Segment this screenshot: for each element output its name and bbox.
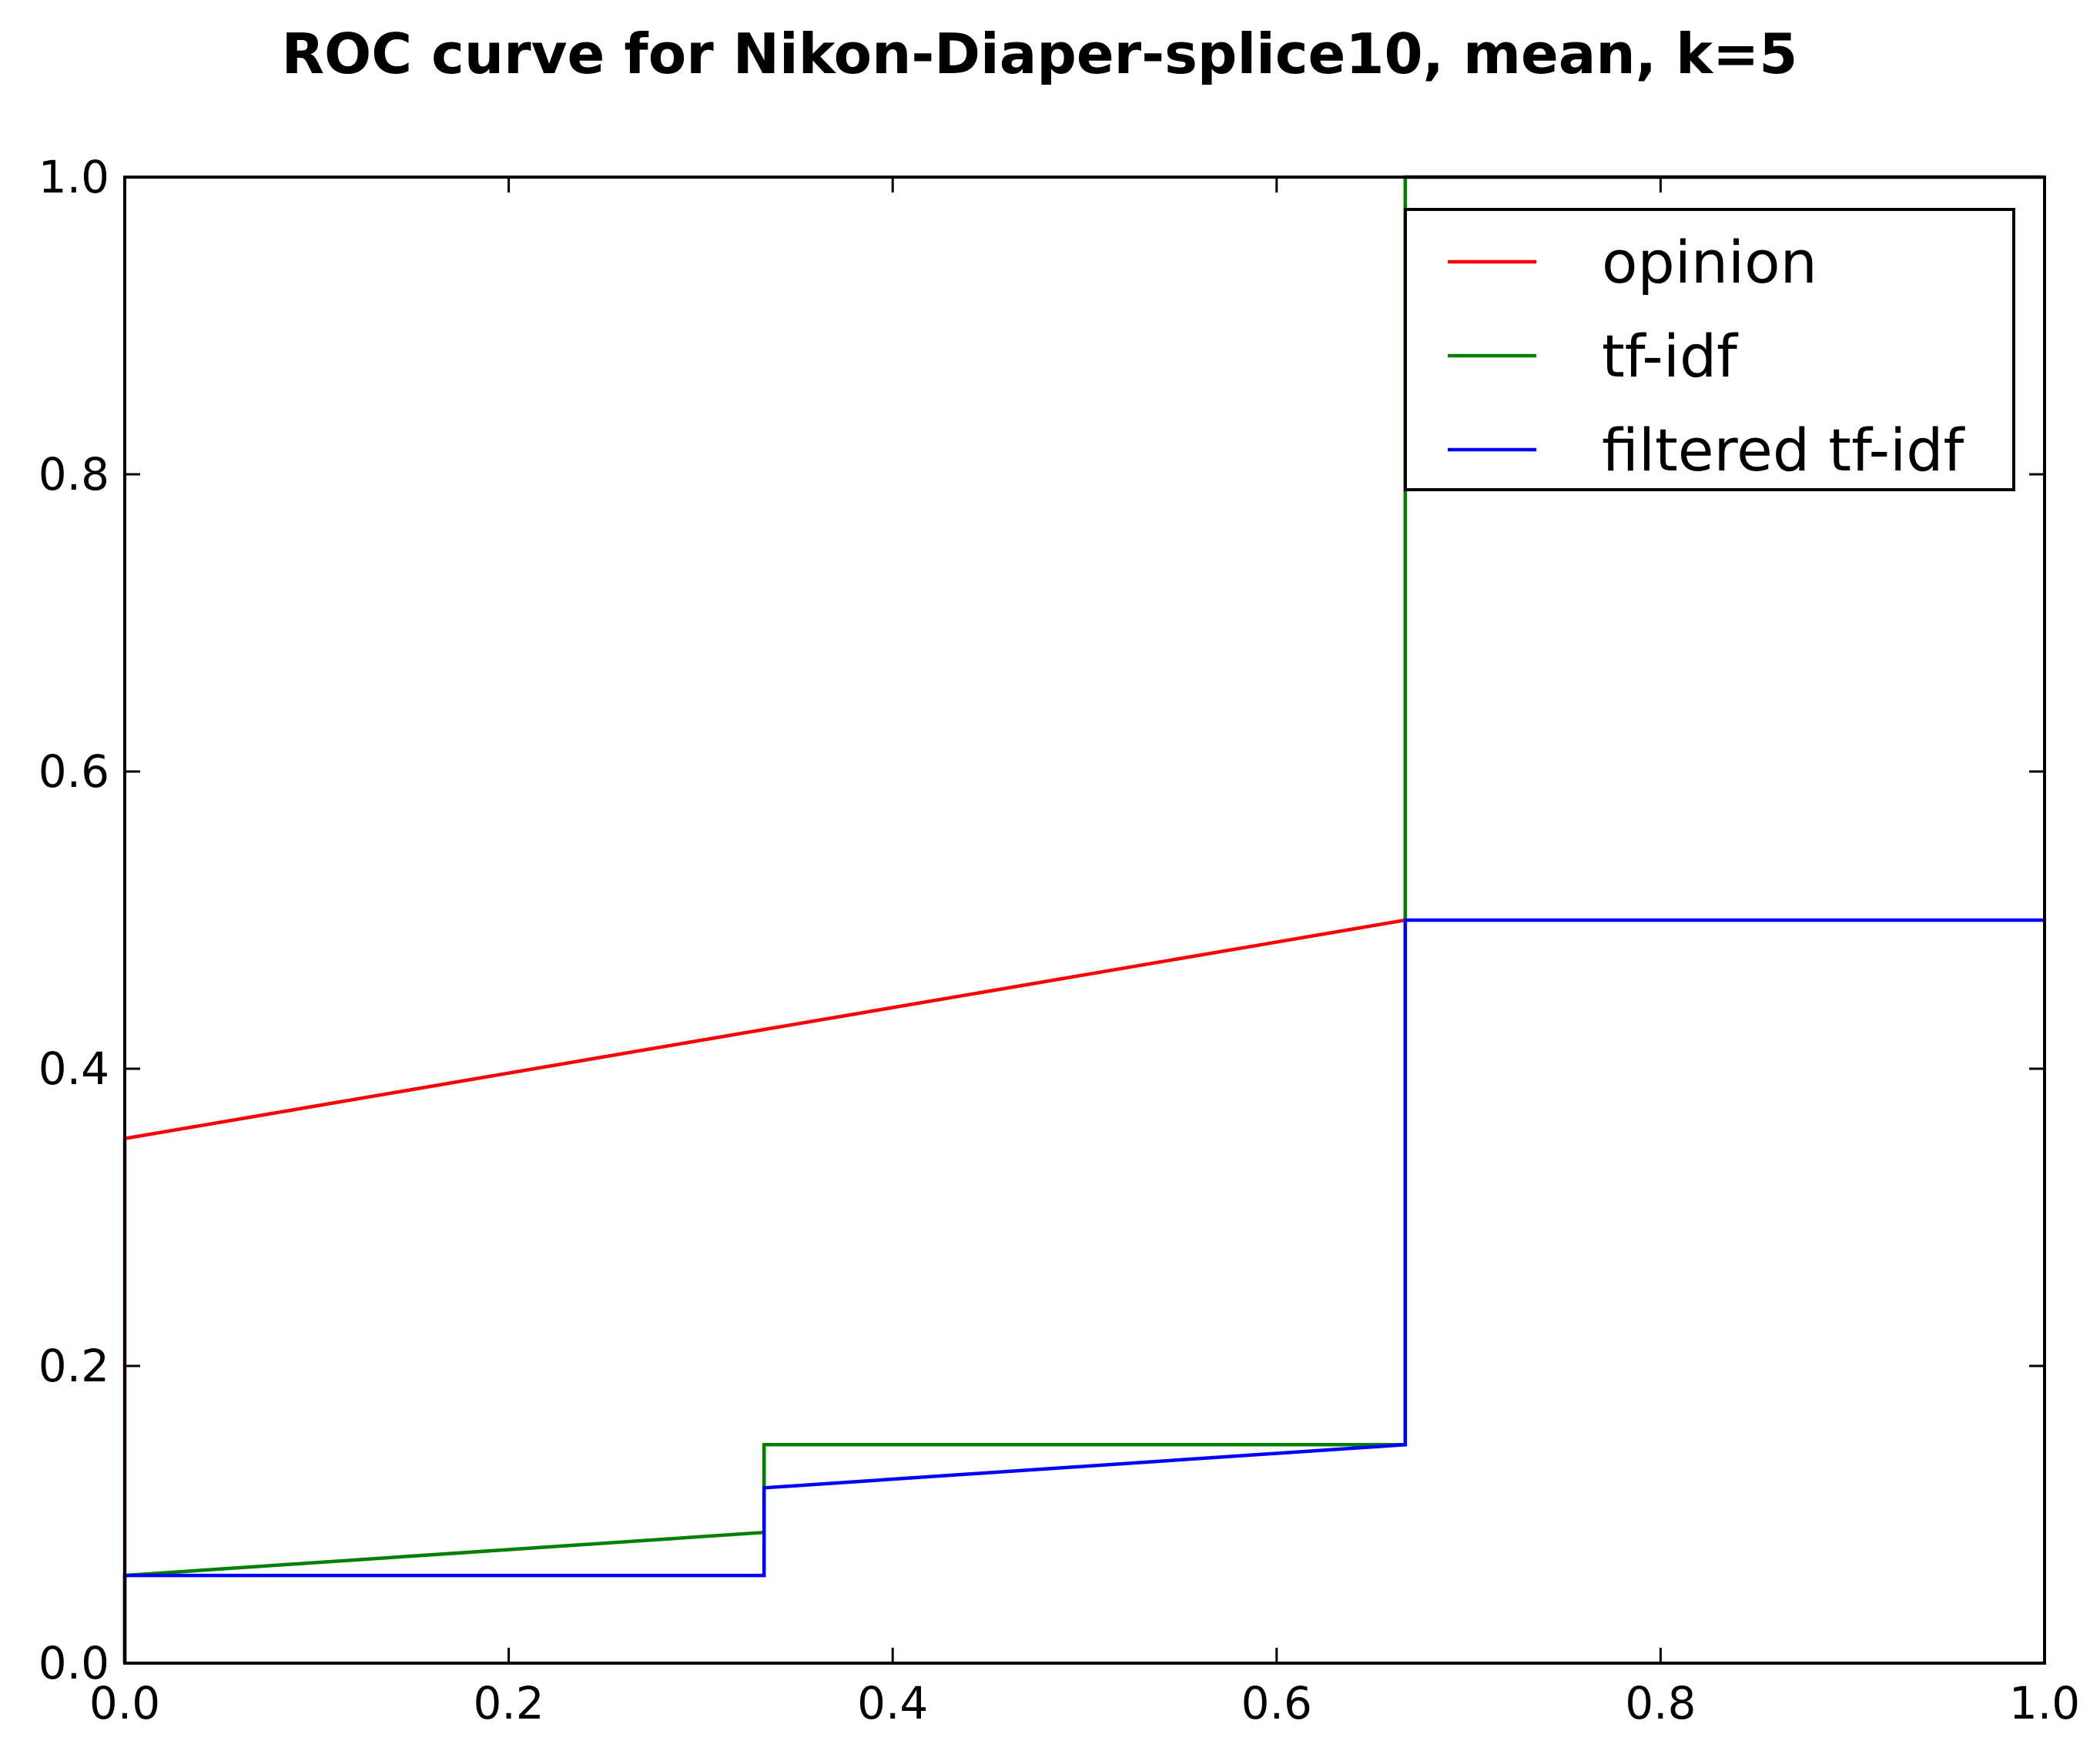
axis-tick-labels: 0.0 0.2 0.4 0.6 0.8 1.0 0.0 0.2 0.4 0.6 0.8 1.0 xyxy=(39,151,2080,1729)
y-tick-label: 0.0 xyxy=(39,1637,109,1689)
legend-label-tf-idf: tf-idf xyxy=(1602,322,1739,390)
legend-label-opinion: opinion xyxy=(1602,228,1817,296)
x-tick-label: 0.4 xyxy=(857,1677,928,1729)
x-tick-label: 0.0 xyxy=(89,1677,160,1729)
y-tick-label: 0.8 xyxy=(39,448,109,500)
legend: opinion tf-idf filtered tf-idf xyxy=(1404,208,2015,491)
plot-frame xyxy=(123,176,2046,1665)
x-tick-label: 0.6 xyxy=(1241,1677,1312,1729)
y-tick-label: 0.4 xyxy=(39,1043,109,1095)
x-tick-label: 0.8 xyxy=(1625,1677,1696,1729)
x-tick-label: 0.2 xyxy=(473,1677,544,1729)
legend-label-filtered-tf-idf: filtered tf-idf xyxy=(1602,416,1965,484)
y-tick-label: 1.0 xyxy=(39,151,109,203)
x-tick-label: 1.0 xyxy=(2009,1677,2080,1729)
y-tick-label: 0.6 xyxy=(39,745,109,798)
y-tick-label: 0.2 xyxy=(39,1340,109,1392)
chart-title: ROC curve for Nikon-Diaper-splice10, mea… xyxy=(282,22,1798,86)
legend-box xyxy=(1404,208,2015,491)
